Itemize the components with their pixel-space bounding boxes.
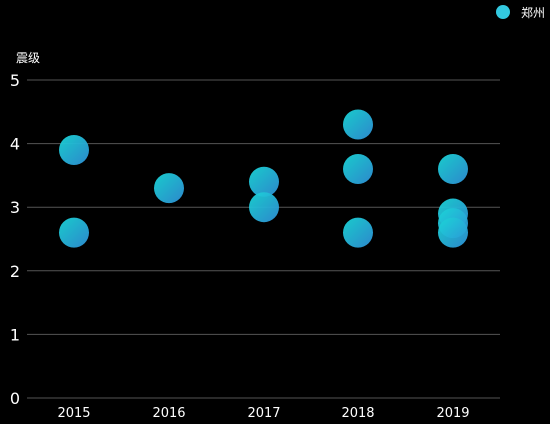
data-point[interactable] [59, 217, 89, 248]
x-tick-label: 2019 [436, 406, 469, 420]
y-tick-label: 0 [10, 389, 20, 408]
data-point[interactable] [59, 134, 89, 165]
y-tick-label: 3 [10, 198, 20, 217]
x-tick-label: 2015 [57, 406, 90, 420]
data-point[interactable] [343, 154, 373, 185]
data-point[interactable] [438, 217, 468, 248]
x-tick-label: 2017 [247, 406, 280, 420]
data-points [59, 109, 468, 248]
y-tick-label: 4 [10, 135, 20, 154]
y-axis-label: 震级 [16, 51, 40, 65]
y-tick-label: 1 [10, 325, 20, 344]
data-point[interactable] [249, 166, 279, 197]
x-tick-label: 2016 [152, 406, 185, 420]
legend-label: 郑州 [521, 5, 545, 20]
x-tick-label: 2018 [341, 406, 374, 420]
x-tick-labels: 2015 2016 2017 2018 2019 [57, 406, 469, 421]
data-point[interactable] [249, 192, 279, 223]
y-tick-label: 2 [10, 262, 20, 281]
data-point[interactable] [438, 154, 468, 185]
y-tick-label: 5 [10, 71, 20, 90]
grid-layer [27, 79, 500, 399]
legend-marker-icon [496, 5, 510, 19]
data-point[interactable] [154, 173, 184, 204]
data-point[interactable] [343, 217, 373, 248]
y-tick-labels: 0 1 2 3 4 5 [10, 71, 20, 408]
legend[interactable]: 郑州 [496, 5, 545, 20]
data-point[interactable] [343, 109, 373, 140]
